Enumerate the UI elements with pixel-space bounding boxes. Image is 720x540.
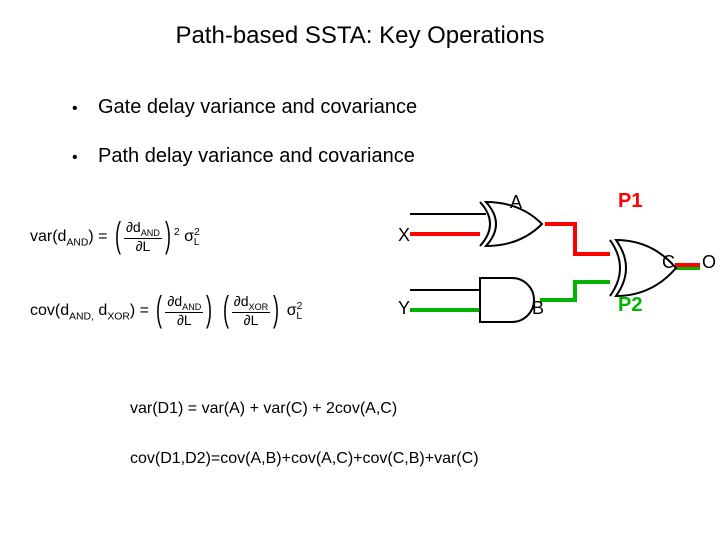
eq-var-path: var(D1) = var(A) + var(C) + 2cov(A,C) xyxy=(130,400,397,418)
label-p2: P2 xyxy=(618,294,642,317)
label-o: O xyxy=(702,252,716,273)
eq-var-gate: var(dAND) = ( ∂dAND ∂L )2 σ2L xyxy=(30,216,200,258)
bullet-gate-delay: Gate delay variance and covariance xyxy=(98,96,417,119)
label-b: B xyxy=(532,298,544,319)
circuit-diagram xyxy=(370,190,710,350)
label-a: A xyxy=(510,192,522,213)
gate-b-and xyxy=(480,278,534,322)
label-y: Y xyxy=(398,298,410,319)
page-title: Path-based SSTA: Key Operations xyxy=(0,22,720,50)
eq-cov-path: cov(D1,D2)=cov(A,B)+cov(A,C)+cov(C,B)+va… xyxy=(130,450,479,468)
bullet-path-delay: Path delay variance and covariance xyxy=(98,145,417,168)
label-x: X xyxy=(398,225,410,246)
wires xyxy=(410,214,486,290)
bullet-list: Gate delay variance and covariance Path … xyxy=(58,96,417,194)
eq-cov-gate: cov(dAND, dXOR) = ( ∂dAND ∂L ) ( ∂dXOR ∂… xyxy=(30,290,302,332)
label-p1: P1 xyxy=(618,190,642,213)
label-c: C xyxy=(662,252,675,273)
